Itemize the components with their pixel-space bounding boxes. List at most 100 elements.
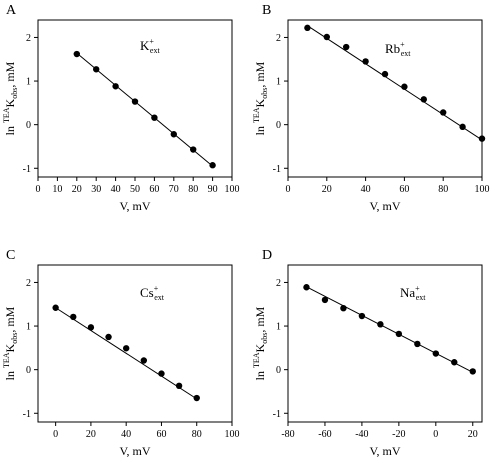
fit-line [306, 286, 473, 373]
data-point [158, 370, 165, 377]
x-tick-label: 100 [475, 184, 490, 195]
y-tick-label: 1 [276, 322, 281, 333]
panel-letter: A [6, 3, 17, 18]
series-label: K+ ext [140, 37, 160, 55]
x-tick-label: 60 [156, 429, 166, 440]
x-tick-label: 60 [399, 184, 409, 195]
y-axis-label: ln TEAKobs, mM [2, 306, 19, 380]
x-tick-label: 0 [36, 184, 41, 195]
x-axis-label: V, mV [119, 199, 150, 213]
fit-line [307, 25, 483, 141]
y-tick-label: 2 [276, 33, 281, 44]
data-point [469, 368, 476, 375]
x-tick-label: 100 [225, 429, 240, 440]
x-tick-label: 0 [286, 184, 291, 195]
plot-frame [287, 264, 483, 423]
y-axis-label: ln TEAKobs, mM [252, 61, 269, 135]
data-point [377, 321, 384, 328]
x-tick-label: 20 [322, 184, 332, 195]
x-tick-label: 50 [130, 184, 140, 195]
y-tick-label: 0 [276, 365, 281, 376]
panel-letter: D [262, 248, 272, 263]
data-point [73, 50, 81, 58]
data-point [343, 43, 350, 51]
data-point [105, 333, 112, 341]
y-tick-label: -1 [23, 409, 31, 420]
y-tick-label: 0 [26, 120, 31, 131]
panel-c: C 0 20 40 60 80 100 -1 0 1 2 V, mV ln TEAKobs, mM Cs+… [2, 248, 240, 458]
y-tick-label: 0 [26, 365, 31, 376]
fit-line [76, 52, 213, 167]
data-point [395, 330, 403, 338]
x-axis-label: V, mV [369, 444, 400, 458]
x-tick-label: 20 [468, 429, 478, 440]
x-tick-label: -40 [355, 429, 368, 440]
data-point [451, 359, 458, 366]
x-tick-label: 0 [53, 429, 58, 440]
x-tick-label: 80 [192, 429, 202, 440]
data-point [140, 357, 148, 364]
x-tick-label: 100 [225, 184, 240, 195]
x-tick-label: 20 [72, 184, 82, 195]
data-point [401, 83, 408, 90]
y-axis-label: ln TEAKobs, mM [2, 61, 19, 135]
series-label: Rb+ ext [385, 40, 411, 58]
data-point [459, 123, 466, 131]
panel-a: A 0 10 20 30 40 50 60 70 80 90 100 -1 0 1 2 V, mV ln TEAK… [2, 3, 240, 213]
x-tick-label: -60 [318, 429, 331, 440]
data-point [303, 284, 310, 291]
data-point [321, 296, 329, 304]
data-point [362, 58, 369, 65]
data-point [420, 96, 427, 103]
x-tick-label: 60 [149, 184, 159, 195]
x-axis-label: V, mV [119, 444, 150, 458]
data-point [304, 24, 311, 32]
panel-b: B 0 20 40 60 80 100 -1 0 1 2 V, mV ln TEAKobs, mM Rb+… [252, 3, 490, 213]
x-tick-label: 30 [91, 184, 101, 195]
data-point [478, 135, 486, 142]
data-point [175, 382, 183, 390]
data-point [340, 304, 347, 312]
y-tick-label: 0 [276, 120, 281, 131]
data-point [131, 98, 139, 105]
data-point [190, 146, 197, 153]
data-point [358, 312, 366, 320]
series-label: Cs+ ext [140, 284, 165, 302]
y-axis-label: ln TEAKobs, mM [252, 306, 269, 380]
x-tick-label: 90 [208, 184, 218, 195]
y-tick-label: -1 [273, 409, 281, 420]
data-point [151, 114, 158, 121]
data-point [209, 162, 216, 169]
x-tick-label: 80 [188, 184, 198, 195]
x-tick-label: 80 [438, 184, 448, 195]
x-tick-label: 10 [52, 184, 62, 195]
data-point [193, 394, 200, 402]
x-tick-label: -20 [392, 429, 405, 440]
data-point [414, 340, 421, 348]
panel-letter: C [6, 248, 15, 263]
y-tick-label: 2 [26, 278, 31, 289]
data-point [52, 304, 59, 311]
y-tick-label: 2 [26, 33, 31, 44]
panel-letter: B [262, 3, 271, 18]
x-tick-label: 40 [111, 184, 121, 195]
y-tick-label: 1 [26, 77, 31, 88]
plot-frame [287, 19, 483, 178]
data-point [70, 313, 77, 321]
x-tick-label: 40 [361, 184, 371, 195]
x-tick-label: 70 [169, 184, 179, 195]
data-point [93, 66, 100, 73]
panel-d: D -80 -60 -40 -20 0 20 -1 0 1 2 V, mV ln TEAKobs, mM… [252, 248, 483, 458]
fit-line [55, 307, 197, 400]
data-point [170, 131, 177, 138]
series-label: Na+ ext [400, 284, 426, 302]
data-point [122, 345, 130, 352]
y-tick-label: 1 [26, 322, 31, 333]
x-tick-label: 20 [86, 429, 96, 440]
data-point [432, 350, 440, 357]
x-axis-label: V, mV [369, 199, 400, 213]
y-tick-label: 2 [276, 278, 281, 289]
y-tick-label: -1 [273, 164, 281, 175]
x-tick-label: -80 [281, 429, 294, 440]
